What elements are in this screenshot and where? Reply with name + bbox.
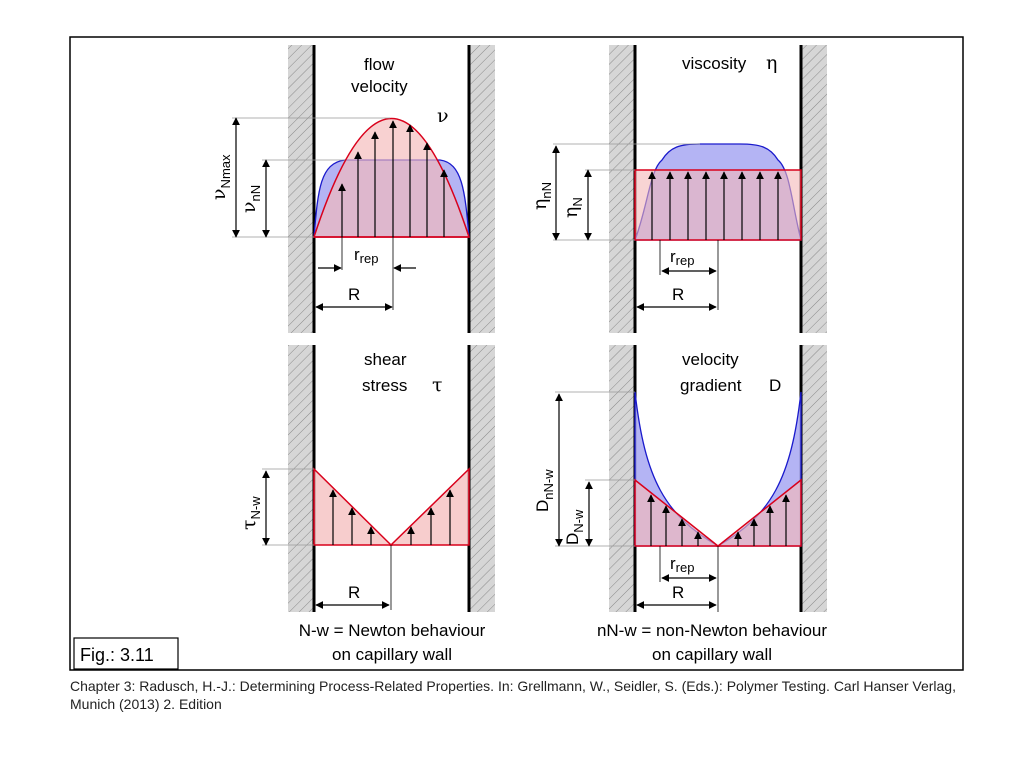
viscosity-arrows [648, 171, 782, 240]
figure-label: Fig.: 3.11 [80, 645, 154, 665]
figure-frame [69, 36, 964, 671]
label-radius: R [348, 583, 360, 602]
capillary-wall-right [801, 345, 827, 612]
label-rrep: rrep [670, 247, 694, 268]
figure-label-box: Fig.: 3.11 [73, 637, 179, 670]
viscosity-symbol: η [766, 52, 777, 74]
panel-title-line2: velocity [351, 77, 408, 96]
gradient-arrows [647, 494, 790, 546]
panel-title-line1: flow [364, 55, 395, 74]
figure-caption: Chapter 3: Radusch, H.-J.: Determining P… [70, 678, 956, 712]
shear-symbol: τ [432, 374, 443, 396]
gradient-symbol: D [769, 376, 781, 395]
label-tau: τN-w [238, 496, 263, 530]
velocity-arrows [338, 120, 448, 237]
panel-viscosity: ηnN ηN rrep R viscosity η [529, 45, 827, 333]
shear-arrows [329, 489, 454, 545]
label-radius: R [672, 583, 684, 602]
newtonian-viscosity-profile [634, 169, 802, 241]
panel-title-line2: stress [362, 376, 407, 395]
legend-non-newton-line1: nN-w = non-Newton behaviour [597, 621, 827, 640]
newtonian-velocity-profile [312, 117, 471, 238]
label-d-nnw: DnN-w [533, 469, 556, 512]
newtonian-gradient-left [634, 478, 721, 547]
legend-newton-line1: N-w = Newton behaviour [299, 621, 486, 640]
velocity-symbol: ν [437, 105, 449, 127]
label-rrep: rrep [354, 245, 378, 266]
panel-title-line2: gradient [680, 376, 742, 395]
capillary-wall-right [801, 45, 827, 333]
panel-velocity-gradient: DnN-w DN-w rrep R velocity gradient D [533, 345, 827, 612]
label-eta-n: ηN [560, 197, 585, 218]
label-radius: R [672, 285, 684, 304]
legend-newton-line2: on capillary wall [332, 645, 452, 664]
capillary-wall-right [469, 45, 495, 333]
panel-shear-stress: τN-w R shear stress τ [238, 345, 495, 612]
label-eta-nn: ηnN [529, 182, 554, 210]
capillary-wall-right [469, 345, 495, 612]
panel-title: viscosity [682, 54, 747, 73]
shear-profile-right [389, 467, 470, 546]
legend-non-newton-line2: on capillary wall [652, 645, 772, 664]
panel-title-line1: shear [364, 350, 407, 369]
panel-flow-velocity: νNmax νnN rrep R flow velocity ν [208, 45, 495, 333]
newtonian-gradient-right [715, 478, 802, 547]
legend: N-w = Newton behaviour on capillary wall… [299, 621, 828, 664]
capillary-wall-left [288, 345, 314, 612]
label-rrep: rrep [670, 554, 694, 575]
label-radius: R [348, 285, 360, 304]
capillary-wall-left [609, 345, 635, 612]
label-vnn: νnN [238, 185, 263, 213]
capillary-wall-left [288, 45, 314, 333]
panel-title-line1: velocity [682, 350, 739, 369]
label-vnmax: νNmax [208, 154, 233, 200]
capillary-wall-left [609, 45, 635, 333]
label-d-nw: DN-w [563, 509, 586, 545]
